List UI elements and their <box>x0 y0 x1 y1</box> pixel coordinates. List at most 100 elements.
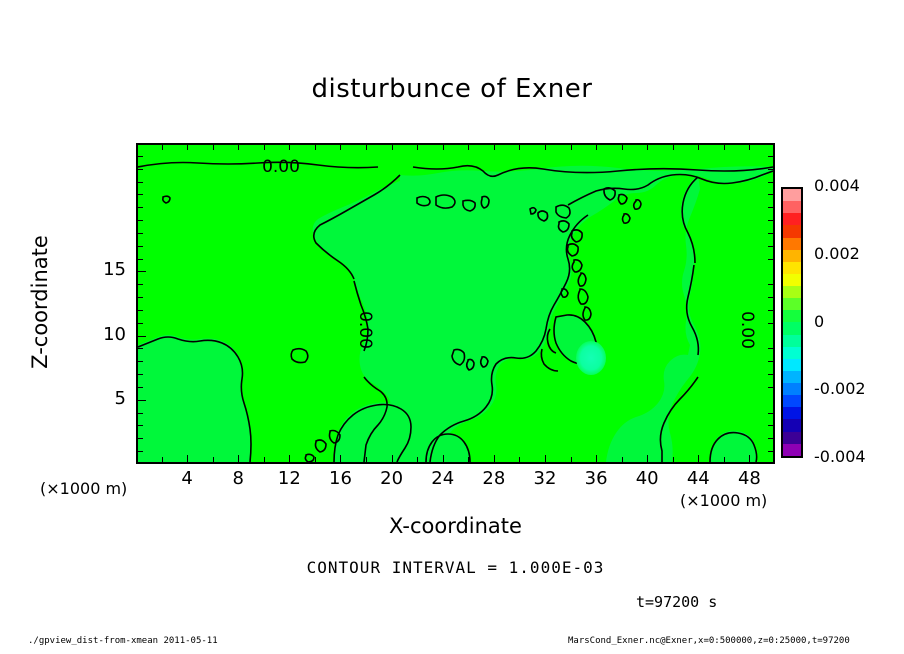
x-minor-tick <box>366 457 368 463</box>
x-minor-tick <box>340 457 342 463</box>
x-tick-label: 8 <box>232 468 244 489</box>
y-minor-tick <box>768 348 774 350</box>
colorbar-band <box>783 213 801 226</box>
time-label: t=97200 s <box>636 593 718 611</box>
y-minor-tick <box>137 232 143 234</box>
x-tick-label: 24 <box>431 468 455 489</box>
colorbar-tick-label: 0.004 <box>814 176 860 195</box>
y-minor-tick <box>137 412 143 414</box>
y-minor-tick <box>137 374 143 376</box>
x-tick-label: 4 <box>181 468 193 489</box>
x-minor-tick <box>314 144 316 150</box>
y-minor-tick <box>768 181 774 183</box>
y-minor-tick <box>768 412 774 414</box>
contour-value-labels: 0.00 0.00 0.00 <box>262 157 757 349</box>
x-minor-tick <box>544 144 546 150</box>
y-minor-tick <box>768 451 774 453</box>
x-minor-tick <box>289 144 291 150</box>
x-minor-tick <box>161 457 163 463</box>
y-minor-tick <box>137 309 143 311</box>
colorbar-band <box>783 310 801 323</box>
contour-interval-text: CONTOUR INTERVAL = 1.000E-03 <box>306 558 605 577</box>
y-axis-label: Z-coordinate <box>28 235 52 369</box>
y-minor-tick <box>768 309 774 311</box>
y-tick-label: 10 <box>103 323 126 345</box>
x-minor-tick <box>263 144 265 150</box>
y-minor-tick <box>137 297 143 299</box>
x-minor-tick <box>468 144 470 150</box>
y-minor-tick <box>137 168 143 170</box>
x-minor-tick <box>391 144 393 150</box>
x-minor-tick <box>647 457 649 463</box>
colorbar-band <box>783 358 801 371</box>
x-minor-tick <box>723 144 725 150</box>
y-minor-tick <box>768 386 774 388</box>
x-tick-label: 28 <box>482 468 506 489</box>
y-minor-tick <box>768 194 774 196</box>
x-minor-tick <box>647 144 649 150</box>
y-minor-tick <box>768 361 774 363</box>
x-minor-tick <box>442 457 444 463</box>
x-minor-tick <box>749 144 751 150</box>
colorbar-band <box>783 322 801 335</box>
x-minor-tick <box>187 457 189 463</box>
x-minor-tick <box>289 457 291 463</box>
y-minor-tick <box>768 155 774 157</box>
y-minor-tick <box>137 194 143 196</box>
field-blob <box>576 341 606 375</box>
y-minor-tick <box>768 374 774 376</box>
x-unit-right: (×1000 m) <box>680 491 768 510</box>
y-minor-tick <box>768 220 774 222</box>
x-minor-tick <box>468 457 470 463</box>
x-minor-tick <box>238 457 240 463</box>
colorbar-band <box>783 273 801 286</box>
y-minor-tick <box>768 425 774 427</box>
x-minor-tick <box>187 144 189 150</box>
y-minor-tick <box>137 181 143 183</box>
x-tick-label: 40 <box>635 468 659 489</box>
y-minor-tick <box>137 245 143 247</box>
contour-label-mid: 0.00 <box>355 311 375 349</box>
x-minor-tick <box>596 457 598 463</box>
x-minor-tick <box>391 457 393 463</box>
x-tick-label: 12 <box>277 468 301 489</box>
x-minor-tick <box>621 457 623 463</box>
y-minor-tick <box>137 425 143 427</box>
y-tick-label: 15 <box>103 259 126 281</box>
y-minor-tick <box>768 258 774 260</box>
colorbar-band <box>783 189 801 202</box>
y-tick-mark <box>137 335 146 337</box>
page-title: disturbunce of Exner <box>311 74 593 104</box>
x-minor-tick <box>519 144 521 150</box>
x-axis-label: X-coordinate <box>389 514 522 538</box>
x-minor-tick <box>442 144 444 150</box>
y-minor-tick <box>137 258 143 260</box>
x-minor-tick <box>212 457 214 463</box>
x-minor-tick <box>212 144 214 150</box>
x-tick-label: 44 <box>686 468 710 489</box>
x-minor-tick <box>698 457 700 463</box>
x-minor-tick <box>493 144 495 150</box>
x-minor-tick <box>417 144 419 150</box>
x-minor-tick <box>723 457 725 463</box>
x-minor-tick <box>238 144 240 150</box>
y-minor-tick <box>768 284 774 286</box>
y-minor-tick <box>137 386 143 388</box>
x-tick-label: 36 <box>584 468 608 489</box>
footer-source: MarsCond_Exner.nc@Exner,x=0:500000,z=0:2… <box>568 636 850 646</box>
x-tick-label: 48 <box>737 468 761 489</box>
plot-area: 0.00 0.00 0.00 <box>136 143 775 464</box>
y-minor-tick <box>137 361 143 363</box>
x-minor-tick <box>417 457 419 463</box>
y-minor-tick <box>768 207 774 209</box>
y-minor-tick <box>137 348 143 350</box>
x-minor-tick <box>672 144 674 150</box>
colorbar-band <box>783 419 801 432</box>
x-tick-label: 32 <box>533 468 557 489</box>
colorbar-tick-label: 0 <box>814 311 825 331</box>
contour-label-right: 0.00 <box>737 311 757 349</box>
y-minor-tick <box>137 207 143 209</box>
y-tick-label: 5 <box>114 387 126 409</box>
colorbar-band <box>783 201 801 214</box>
x-minor-tick <box>519 457 521 463</box>
